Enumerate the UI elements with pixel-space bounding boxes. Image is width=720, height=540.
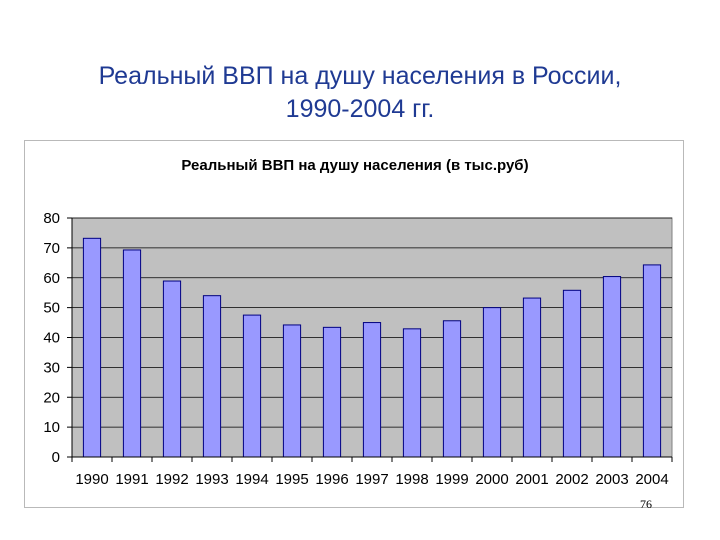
y-axis: 0 10 20 30 40 50 60 70 80 [43,210,73,466]
bar-1995 [282,324,302,458]
x-tick-label: 1991 [115,471,148,488]
bar-1998 [402,328,422,458]
y-tick-label: 10 [43,419,60,436]
x-tick-label: 2003 [595,471,628,488]
x-tick-label: 1995 [275,471,308,488]
bar-2001 [522,297,542,458]
x-tick-label: 2001 [515,471,548,488]
bar-1994 [242,314,262,458]
y-tick-label: 0 [52,449,60,466]
x-tick-label: 2002 [555,471,588,488]
bar-1999 [442,320,462,458]
bar-1993 [202,295,222,458]
x-tick-label: 1993 [195,471,228,488]
bar-1990 [82,237,102,458]
x-tick-label: 1990 [75,471,108,488]
x-tick-label: 1994 [235,471,268,488]
bar-1997 [362,322,382,458]
bar-1992 [162,280,182,458]
y-tick-label: 80 [43,210,60,227]
chart-title: Реальный ВВП на душу населения (в тыс.ру… [181,157,528,174]
x-tick-label: 1992 [155,471,188,488]
page-number: 76 [640,497,652,511]
slide-title: Реальный ВВП на душу населения в России,… [0,60,720,126]
slide-title-line2: 1990-2004 гг. [285,95,435,123]
x-tick-label: 1996 [315,471,348,488]
bars [82,237,662,458]
y-tick-label: 60 [43,270,60,287]
x-tick-label: 1997 [355,471,388,488]
x-tick-label: 2004 [635,471,668,488]
bar-1996 [322,326,342,458]
bar-2002 [562,289,582,458]
bar-2004 [642,264,662,458]
x-tick-label: 2000 [475,471,508,488]
y-tick-label: 20 [43,389,60,406]
slide-title-line1: Реальный ВВП на душу населения в России, [98,62,622,90]
y-tick-label: 70 [43,240,60,257]
y-tick-label: 50 [43,300,60,317]
x-tick-label: 1998 [395,471,428,488]
bar-2000 [482,307,502,458]
y-tick-label: 30 [43,359,60,376]
x-tick-label: 1999 [435,471,468,488]
bar-2003 [602,276,622,458]
y-tick-label: 40 [43,330,60,347]
x-axis: 1990 1991 1992 1993 1994 1995 1996 1997 1998 1999… [71,456,673,488]
bar-1991 [122,249,142,458]
